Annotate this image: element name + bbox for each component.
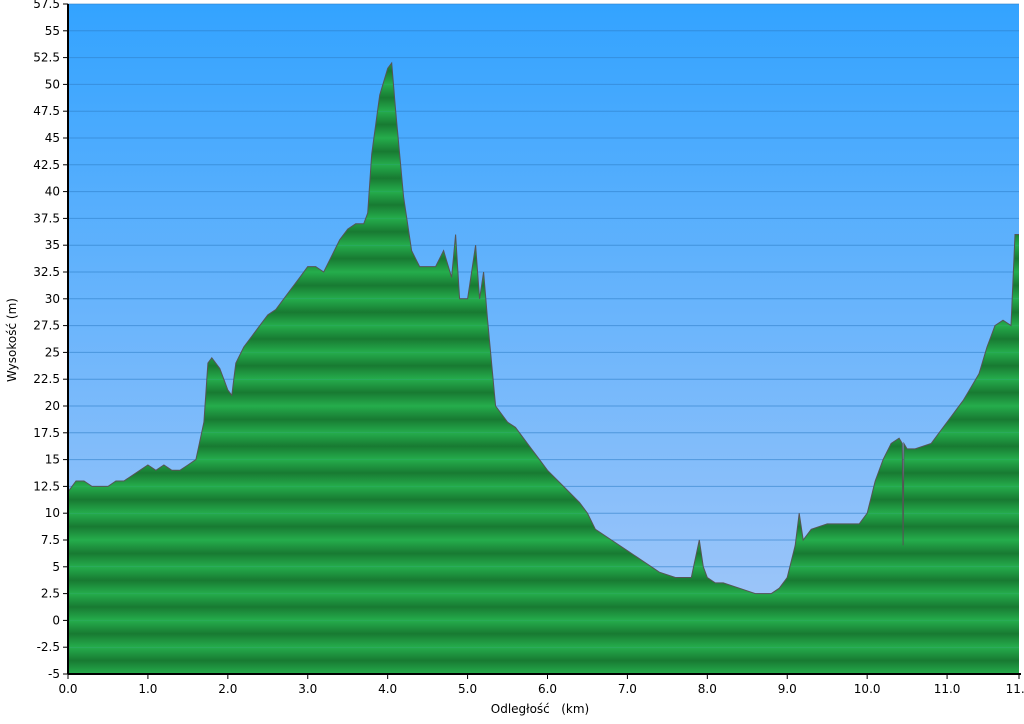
x-tick-label: 7.0 bbox=[618, 682, 637, 696]
x-tick-label: 8.0 bbox=[698, 682, 717, 696]
y-tick-label: 32.5 bbox=[33, 265, 60, 279]
y-tick-label: 55 bbox=[45, 24, 60, 38]
x-axis-label: Odległość (km) bbox=[491, 702, 589, 716]
y-tick-label: 37.5 bbox=[33, 211, 60, 225]
axes: -5-2.502.557.51012.51517.52022.52527.530… bbox=[33, 0, 1024, 696]
y-axis-label: Wysokość (m) bbox=[5, 298, 19, 382]
y-tick-label: 57.5 bbox=[33, 0, 60, 11]
y-tick-label: -2.5 bbox=[37, 640, 60, 654]
elevation-outline bbox=[68, 61, 1019, 595]
x-tick-label: 11.0 bbox=[934, 682, 961, 696]
y-tick-label: 25 bbox=[45, 345, 60, 359]
y-tick-label: 45 bbox=[45, 131, 60, 145]
y-tick-label: 7.5 bbox=[41, 533, 60, 547]
y-tick-label: 5 bbox=[52, 560, 60, 574]
x-tick-label: 4.0 bbox=[378, 682, 397, 696]
elevation-band bbox=[68, 647, 1019, 674]
x-tick-label: 9.0 bbox=[778, 682, 797, 696]
y-tick-label: 0 bbox=[52, 613, 60, 627]
elevation-band bbox=[68, 620, 1019, 648]
x-tick-label: 5.0 bbox=[458, 682, 477, 696]
x-tick-label: 11.9 bbox=[1006, 682, 1024, 696]
y-tick-label: 10 bbox=[45, 506, 60, 520]
y-tick-label: 40 bbox=[45, 185, 60, 199]
elevation-band bbox=[68, 486, 1019, 514]
x-tick-label: 10.0 bbox=[854, 682, 881, 696]
y-tick-label: 2.5 bbox=[41, 587, 60, 601]
x-tick-label: 6.0 bbox=[538, 682, 557, 696]
x-tick-label: 1.0 bbox=[138, 682, 157, 696]
y-tick-label: 35 bbox=[45, 238, 60, 252]
elevation-band bbox=[68, 566, 1019, 594]
y-tick-label: 17.5 bbox=[33, 426, 60, 440]
y-tick-label: 52.5 bbox=[33, 51, 60, 65]
y-tick-label: 12.5 bbox=[33, 479, 60, 493]
y-tick-label: 15 bbox=[45, 453, 60, 467]
y-tick-label: 30 bbox=[45, 292, 60, 306]
y-tick-label: 50 bbox=[45, 77, 60, 91]
x-tick-label: 0.0 bbox=[58, 682, 77, 696]
elevation-band bbox=[68, 513, 1019, 540]
elevation-band bbox=[68, 593, 1019, 621]
y-tick-label: 22.5 bbox=[33, 372, 60, 386]
elevation-band bbox=[68, 540, 1019, 567]
x-tick-label: 2.0 bbox=[218, 682, 237, 696]
x-tick-label: 3.0 bbox=[298, 682, 317, 696]
y-tick-label: 47.5 bbox=[33, 104, 60, 118]
y-tick-label: 27.5 bbox=[33, 319, 60, 333]
y-tick-label: -5 bbox=[48, 667, 60, 681]
y-tick-label: 42.5 bbox=[33, 158, 60, 172]
y-tick-label: 20 bbox=[45, 399, 60, 413]
